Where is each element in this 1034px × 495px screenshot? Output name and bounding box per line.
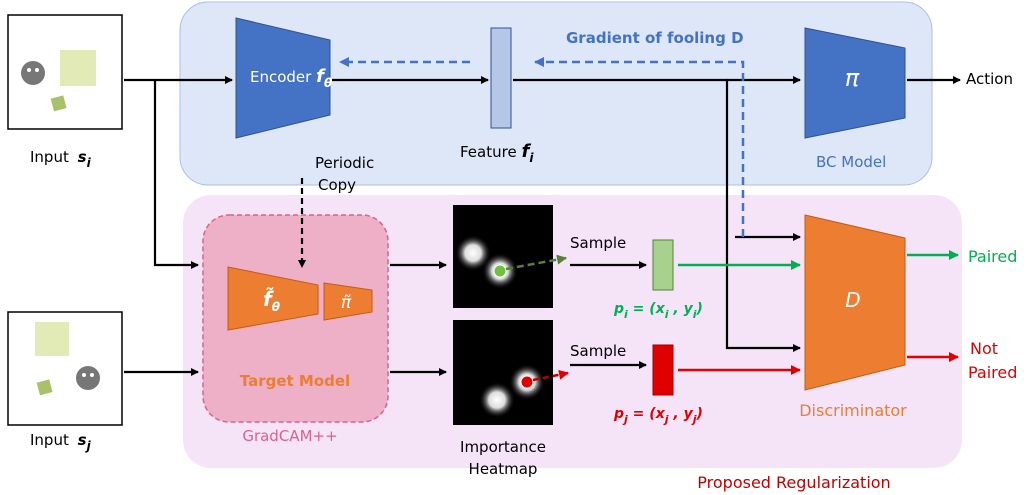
- feature-bar: [491, 28, 511, 128]
- heatmap: [453, 320, 553, 425]
- discriminator-label: Discriminator: [799, 401, 907, 420]
- sub: j: [85, 439, 92, 453]
- input-image: [8, 312, 122, 425]
- method-label: GradCAM++: [242, 427, 337, 445]
- part: ): [696, 406, 703, 422]
- region-label: Proposed Regularization: [697, 473, 890, 492]
- not-paired-label: Paired: [968, 363, 1017, 382]
- diagram: Input si Input sj Encoder fθ Feature fi …: [0, 0, 1034, 495]
- sample-label: Sample: [570, 234, 626, 252]
- part: p: [613, 301, 624, 317]
- page: Input si Input sj Encoder fθ Feature fi …: [0, 0, 1034, 495]
- sample-label: Sample: [570, 342, 626, 360]
- heatmap-label: Importance: [460, 438, 546, 456]
- output-label: Action: [966, 70, 1013, 88]
- input-label: Input sj: [30, 431, 92, 453]
- label: Feature: [460, 143, 517, 161]
- sub: i: [87, 156, 92, 170]
- heatmap: [453, 205, 553, 308]
- part: p: [613, 406, 624, 422]
- paired-sample: [653, 240, 673, 290]
- target-policy-label: π̃: [341, 293, 352, 313]
- input-image: [8, 15, 122, 129]
- paired-label: Paired: [968, 247, 1017, 266]
- not-paired-label: Not: [970, 339, 998, 358]
- part: = (: [628, 301, 656, 317]
- part: ): [696, 301, 703, 317]
- part: = (: [628, 406, 656, 422]
- label: Input: [30, 431, 69, 449]
- copy-label: Periodic: [315, 154, 374, 172]
- part: ,: [669, 406, 684, 422]
- discriminator-symbol: D: [845, 288, 860, 312]
- copy-label: Copy: [318, 176, 356, 194]
- label: Encoder: [250, 68, 312, 86]
- unpaired-sample: [653, 345, 673, 395]
- policy-label: π: [845, 64, 860, 92]
- bc-model-label: BC Model: [816, 153, 886, 171]
- var: s: [78, 431, 87, 449]
- part: ,: [669, 301, 684, 317]
- sub: θ: [272, 300, 280, 314]
- target-model-label: Target Model: [240, 372, 350, 390]
- heatmap-label: Heatmap: [469, 460, 538, 478]
- sub: θ: [324, 76, 332, 90]
- label: Input: [30, 148, 69, 166]
- var: s: [78, 148, 87, 166]
- input-label: Input si: [30, 148, 92, 170]
- gradient-label: Gradient of fooling D: [566, 29, 744, 47]
